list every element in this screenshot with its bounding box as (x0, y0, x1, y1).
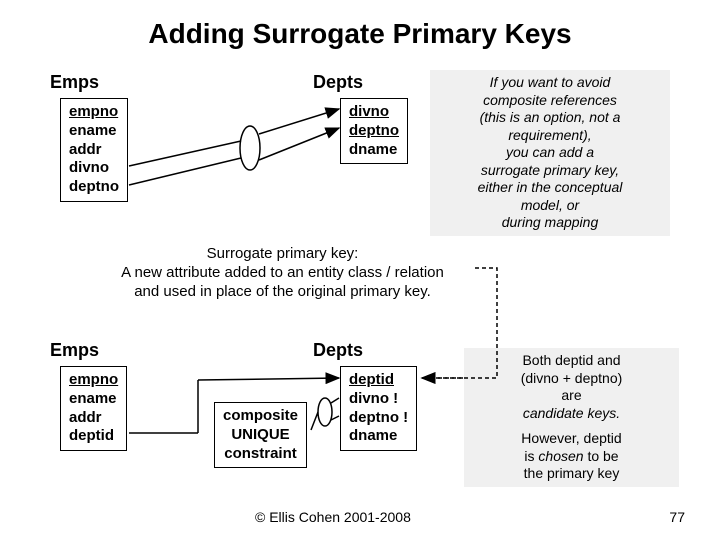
composite-unique-box: composite UNIQUE constraint (214, 402, 307, 468)
bottom-note: Both deptid and (divno + deptno) are can… (464, 348, 679, 487)
note-line (470, 422, 673, 430)
bottom-ellipse (318, 398, 332, 426)
top-depts-label: Depts (313, 72, 363, 93)
top-arrow-deptno (259, 128, 339, 160)
page-number: 77 (669, 509, 685, 525)
ellipse-to-deptno (331, 416, 339, 420)
top-depts-box: divno deptno dname (340, 98, 408, 164)
note-line: candidate keys. (470, 405, 673, 423)
bottom-emps-attr: addr (69, 409, 118, 428)
top-depts-attr: divno (349, 103, 399, 122)
top-emps-attr: ename (69, 122, 119, 141)
top-depts-attr: dname (349, 141, 399, 160)
note-line: are (470, 387, 673, 405)
top-link-deptno (129, 158, 241, 185)
bottom-depts-label: Depts (313, 340, 363, 361)
note-line: If you want to avoid (436, 74, 664, 92)
composite-to-ellipse (311, 412, 318, 430)
top-emps-attr: addr (69, 141, 119, 160)
note-line: either in the conceptual (436, 179, 664, 197)
page-title: Adding Surrogate Primary Keys (0, 0, 720, 62)
top-note: If you want to avoid composite reference… (430, 70, 670, 236)
definition-text: Surrogate primary key: A new attribute a… (80, 245, 485, 301)
bottom-depts-box: deptid divno ! deptno ! dname (340, 366, 417, 451)
copyright: © Ellis Cohen 2001-2008 (255, 509, 411, 525)
note-line: the primary key (470, 465, 673, 483)
bottom-emps-attr: ename (69, 390, 118, 409)
bottom-emps-box: empno ename addr deptid (60, 366, 127, 451)
top-arrow-divno (259, 109, 339, 134)
ellipse-to-divno (331, 398, 339, 403)
note-line: However, deptid (470, 430, 673, 448)
bottom-emps-label: Emps (50, 340, 99, 361)
top-emps-box: empno ename addr divno deptno (60, 98, 128, 202)
note-line: (divno + deptno) (470, 370, 673, 388)
top-link-divno (129, 141, 241, 166)
note-line: composite references (436, 92, 664, 110)
note-line: (this is an option, not a (436, 109, 664, 127)
bottom-depts-attr: divno ! (349, 390, 408, 409)
note-line: you can add a (436, 144, 664, 162)
note-line: requirement), (436, 127, 664, 145)
bottom-depts-attr: dname (349, 427, 408, 446)
definition-line: Surrogate primary key: (80, 245, 485, 264)
composite-line: UNIQUE (223, 426, 298, 445)
top-emps-attr: empno (69, 103, 119, 122)
note-line: Both deptid and (470, 352, 673, 370)
top-emps-attr: divno (69, 159, 119, 178)
definition-line: and used in place of the original primar… (80, 283, 485, 302)
note-line: surrogate primary key, (436, 162, 664, 180)
definition-line: A new attribute added to an entity class… (80, 264, 485, 283)
bottom-emps-attr: empno (69, 371, 118, 390)
composite-line: composite (223, 407, 298, 426)
top-depts-attr: deptno (349, 122, 399, 141)
bottom-depts-attr: deptid (349, 371, 408, 390)
note-line: model, or (436, 197, 664, 215)
bottom-emps-attr: deptid (69, 427, 118, 446)
composite-line: constraint (223, 445, 298, 464)
note-line: is chosen to be (470, 448, 673, 466)
bottom-deptid-line-c (198, 378, 339, 380)
top-emps-label: Emps (50, 72, 99, 93)
note-line: during mapping (436, 214, 664, 232)
top-emps-attr: deptno (69, 178, 119, 197)
bottom-depts-attr: deptno ! (349, 409, 408, 428)
top-ellipse (240, 126, 260, 170)
